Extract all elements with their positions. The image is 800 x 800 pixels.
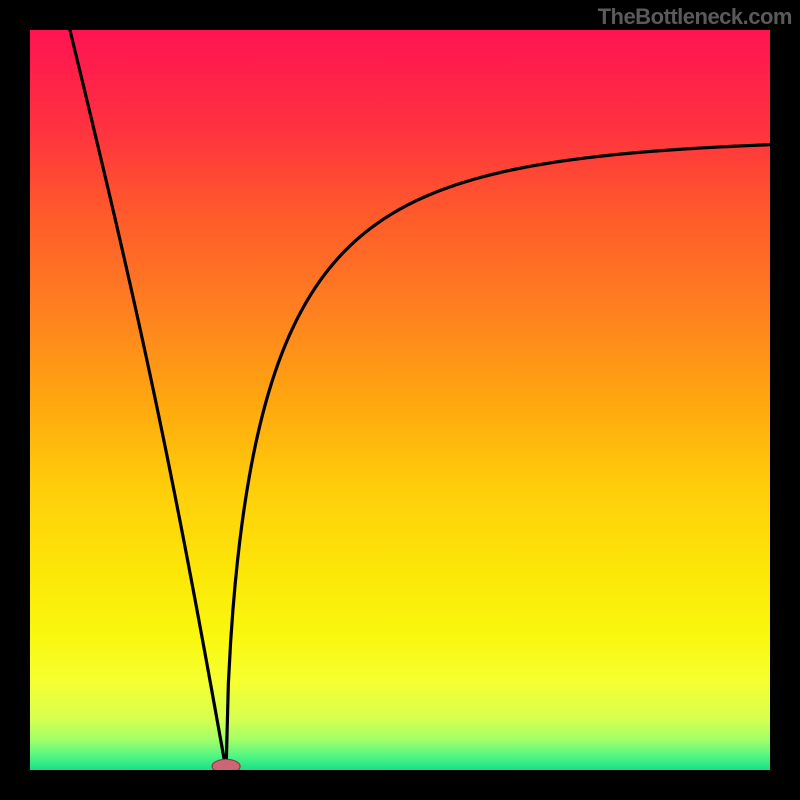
chart-svg	[30, 30, 770, 770]
watermark-text: TheBottleneck.com	[598, 4, 792, 30]
minimum-marker	[212, 759, 240, 770]
gradient-background	[30, 30, 770, 770]
plot-area	[30, 30, 770, 770]
chart-container: TheBottleneck.com	[0, 0, 800, 800]
